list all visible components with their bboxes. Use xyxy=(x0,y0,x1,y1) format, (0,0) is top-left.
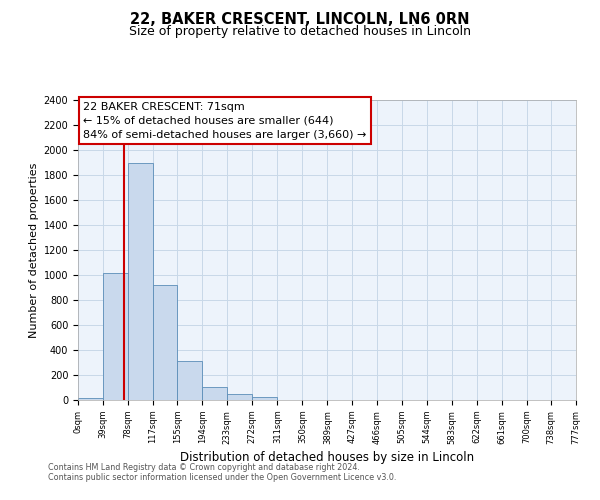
Text: 22 BAKER CRESCENT: 71sqm
← 15% of detached houses are smaller (644)
84% of semi-: 22 BAKER CRESCENT: 71sqm ← 15% of detach… xyxy=(83,102,367,140)
Bar xyxy=(103,272,128,400)
Text: Size of property relative to detached houses in Lincoln: Size of property relative to detached ho… xyxy=(129,25,471,38)
Text: Contains public sector information licensed under the Open Government Licence v3: Contains public sector information licen… xyxy=(48,474,397,482)
Bar xyxy=(178,361,202,400)
Bar xyxy=(253,397,277,400)
Bar xyxy=(78,398,103,400)
Bar xyxy=(153,285,178,400)
Text: 22, BAKER CRESCENT, LINCOLN, LN6 0RN: 22, BAKER CRESCENT, LINCOLN, LN6 0RN xyxy=(130,12,470,28)
Y-axis label: Number of detached properties: Number of detached properties xyxy=(29,162,40,338)
Bar xyxy=(202,387,227,400)
Text: Contains HM Land Registry data © Crown copyright and database right 2024.: Contains HM Land Registry data © Crown c… xyxy=(48,464,360,472)
Bar xyxy=(227,394,253,400)
X-axis label: Distribution of detached houses by size in Lincoln: Distribution of detached houses by size … xyxy=(180,450,474,464)
Bar xyxy=(128,162,153,400)
